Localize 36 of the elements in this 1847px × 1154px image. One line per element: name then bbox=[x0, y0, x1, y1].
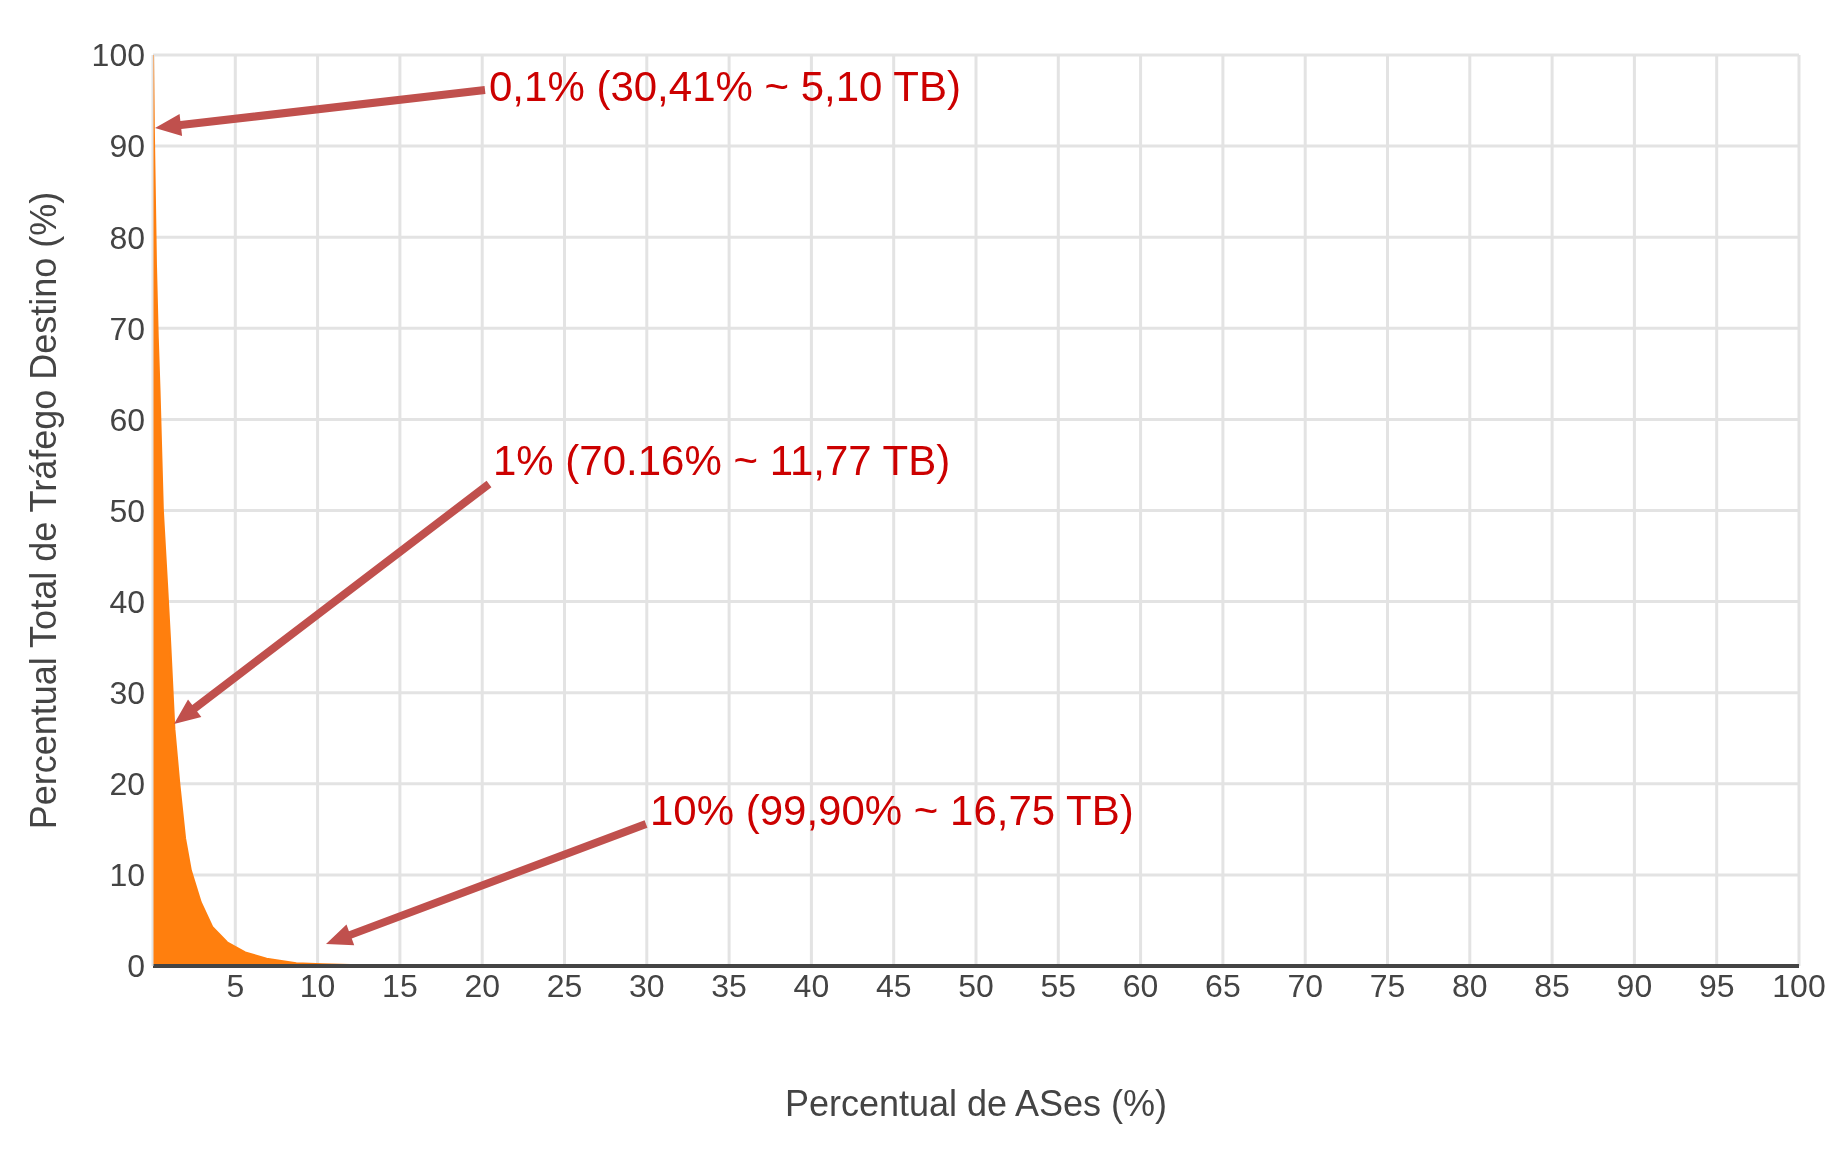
y-axis-title: Percentual Total de Tráfego Destino (%) bbox=[22, 191, 64, 830]
x-tick-label: 90 bbox=[1616, 967, 1653, 1004]
y-tick-label: 80 bbox=[109, 219, 145, 256]
y-tick-label: 60 bbox=[109, 401, 145, 438]
x-tick-label: 50 bbox=[958, 967, 994, 1004]
x-tick-label: 30 bbox=[629, 967, 665, 1004]
x-tick-label: 20 bbox=[464, 967, 500, 1004]
x-tick-label: 40 bbox=[793, 967, 830, 1004]
y-tick-label: 90 bbox=[109, 128, 145, 165]
y-tick-label: 40 bbox=[109, 583, 145, 620]
y-tick-label: 70 bbox=[109, 310, 145, 347]
x-tick-label: 45 bbox=[875, 967, 912, 1004]
annotation: 10% (99,90% ~ 16,75 TB) bbox=[650, 787, 1134, 835]
y-tick-label: 0 bbox=[127, 948, 145, 985]
x-tick-label: 10 bbox=[299, 967, 336, 1004]
y-tick-label: 100 bbox=[91, 37, 145, 74]
x-tick-label: 70 bbox=[1287, 967, 1323, 1004]
annotation: 0,1% (30,41% ~ 5,10 TB) bbox=[489, 63, 962, 111]
x-tick-label: 5 bbox=[226, 967, 245, 1004]
x-tick-label: 80 bbox=[1452, 967, 1488, 1004]
x-axis-title: Percentual de ASes (%) bbox=[784, 1083, 1168, 1124]
x-tick-label: 35 bbox=[711, 967, 747, 1004]
x-tick-label: 55 bbox=[1040, 967, 1077, 1004]
x-tick-label: 65 bbox=[1205, 967, 1241, 1004]
y-tick-label: 30 bbox=[109, 675, 145, 712]
x-tick-label: 25 bbox=[546, 967, 583, 1004]
x-tick-label: 100 bbox=[1772, 967, 1826, 1004]
y-tick-label: 10 bbox=[109, 857, 145, 894]
x-tick-label: 75 bbox=[1369, 967, 1406, 1004]
annotation: 1% (70.16% ~ 11,77 TB) bbox=[493, 437, 951, 485]
x-tick-label: 85 bbox=[1534, 967, 1570, 1004]
x-tick-label: 15 bbox=[382, 967, 418, 1004]
y-tick-label: 20 bbox=[109, 766, 145, 803]
x-tick-label: 95 bbox=[1698, 967, 1735, 1004]
x-tick-label: 60 bbox=[1122, 967, 1159, 1004]
y-tick-label: 50 bbox=[109, 492, 145, 529]
